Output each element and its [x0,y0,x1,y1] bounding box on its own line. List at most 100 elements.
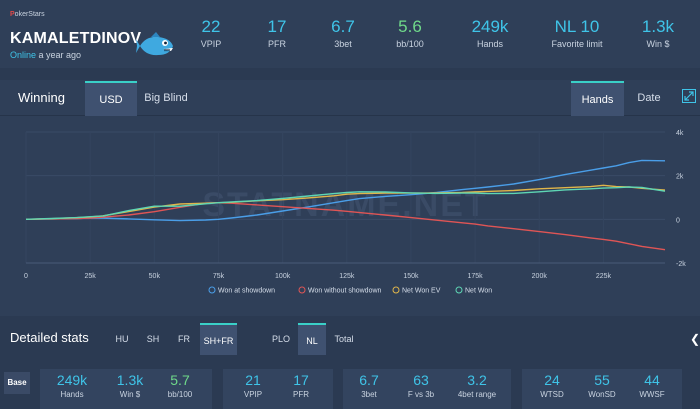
stat-value: 6.7 [359,372,379,388]
tab-sh[interactable]: SH [146,334,160,344]
detailed-stats-title: Detailed stats [10,330,89,345]
stat-wonsd: 55 WonSD [580,372,624,399]
stat-label: PFR [268,39,286,49]
legend-marker [298,286,306,294]
unit-tab-big-blind[interactable]: Big Blind [144,92,188,104]
player-header: PokerStars KAMALETDINOV Online a year ag… [0,0,700,68]
stat-value: 5.6 [398,17,422,36]
stat-wwsf: 44 WWSF [630,372,674,399]
expand-icon[interactable] [682,89,696,103]
stat-value: 63 [413,372,429,388]
stat-value: 22 [201,17,221,36]
stats-group-results: 249k Hands 1.3k Win $ 5.7 bb/100 [40,369,212,409]
y-tick-label: -2k [676,261,686,268]
stats-group-preflop: 21 VPIP 17 PFR [223,369,333,409]
stat-bb100: 5.6 bb/100 [370,17,450,49]
legend-marker [208,286,216,294]
stat-label: Win $ [119,390,141,399]
stat-value: 21 [245,372,261,388]
stats-group-showdown: 24 WTSD 55 WonSD 44 WWSF [522,369,682,409]
tab-hu[interactable]: HU [115,334,129,344]
stat-value: NL 10 [554,17,600,36]
legend-marker [392,286,400,294]
stat-value: 44 [644,372,660,388]
tab-sh-fr[interactable]: SH+FR [200,323,237,355]
stat-label: bb/100 [396,39,424,49]
x-tick-label: 175k [468,273,484,280]
stat-value: 55 [594,372,610,388]
stat-value: 17 [267,17,287,36]
legend-marker [455,286,463,294]
tab-nl[interactable]: NL [298,323,326,355]
stat-label: WTSD [540,390,564,399]
stat-wtsd: 24 WTSD [530,372,574,399]
stat-label: 4bet range [457,390,497,399]
stat-label: WWSF [639,390,665,399]
series-line-won-at-showdown [25,159,666,222]
tab-fr[interactable]: FR [178,334,190,344]
last-seen: a year ago [38,50,82,60]
tab-total[interactable]: Total [334,334,354,344]
x-tick-label: 200k [532,273,548,280]
player-name: KAMALETDINOV [10,30,142,47]
stat-label: VPIP [243,390,263,399]
stat-hands: 249k Hands [50,372,94,399]
base-label[interactable]: Base [4,372,30,394]
x-tick-label: 150k [403,273,419,280]
stat-3bet: 6.7 3bet [303,17,383,49]
series-line-won-without-showdown [25,201,666,251]
stat-value: 24 [544,372,560,388]
stat-label: bb/100 [167,390,193,399]
stat-favorite-limit: NL 10 Favorite limit [537,17,617,49]
x-tick-label: 25k [85,273,97,280]
chart-title: Winning [18,90,65,105]
x-tick-label: 50k [149,273,161,280]
stat-pfr: 17 PFR [237,17,317,49]
legend-label: Net Won EV [402,288,441,295]
stat-value: 1.3k [116,372,144,388]
y-tick-label: 0 [676,217,680,224]
room-logo: PokerStars [10,11,45,18]
stat-value: 3.2 [467,372,487,388]
stat-label: VPIP [200,39,222,49]
x-tick-label: 225k [596,273,612,280]
legend-label: Won without showdown [308,288,382,295]
stat-label: 3bet [334,39,352,49]
collapse-arrow-icon[interactable]: ❮ [690,332,700,346]
stat-value: 17 [293,372,309,388]
online-label: Online [10,50,37,60]
stat-vpip: 21 VPIP [231,372,275,399]
y-tick-label: 2k [676,174,684,181]
stat-label: Win $ [646,39,670,49]
chart-toolbar: Winning USD Big Blind Hands Date [0,80,700,116]
axis-tab-hands[interactable]: Hands [571,81,624,116]
x-tick-label: 75k [213,273,225,280]
x-tick-label: 100k [275,273,291,280]
stat-label: PFR [293,390,309,399]
stat-value: 249k [471,17,509,36]
stat-label: Hands [60,390,84,399]
stat-value: 1.3k [641,17,675,36]
stat-label: WonSD [588,390,616,399]
stat-pfr: 17 PFR [279,372,323,399]
stat-label: F vs 3b [407,390,435,399]
series-line-net-won-ev [25,184,666,220]
unit-tab-usd[interactable]: USD [85,81,137,116]
stat-value: 249k [56,372,88,388]
stat-label: Favorite limit [551,39,603,49]
stat-fold-vs-3bet: 63 F vs 3b [399,372,443,399]
stat-bb100: 5.7 bb/100 [158,372,202,399]
tab-plo[interactable]: PLO [271,334,290,344]
stat-value: 5.7 [170,372,190,388]
stat-3bet: 6.7 3bet [347,372,391,399]
series-line-net-won [25,186,666,220]
fish-icon [136,32,173,56]
stat-value: 6.7 [331,17,355,36]
legend-label: Net Won [465,288,492,295]
y-tick-label: 4k [676,130,684,137]
stat-label: Hands [476,39,503,49]
legend-label: Won at showdown [218,288,275,295]
axis-tab-date[interactable]: Date [637,92,661,104]
stat-win-dollars: 1.3k Win $ [618,17,698,49]
